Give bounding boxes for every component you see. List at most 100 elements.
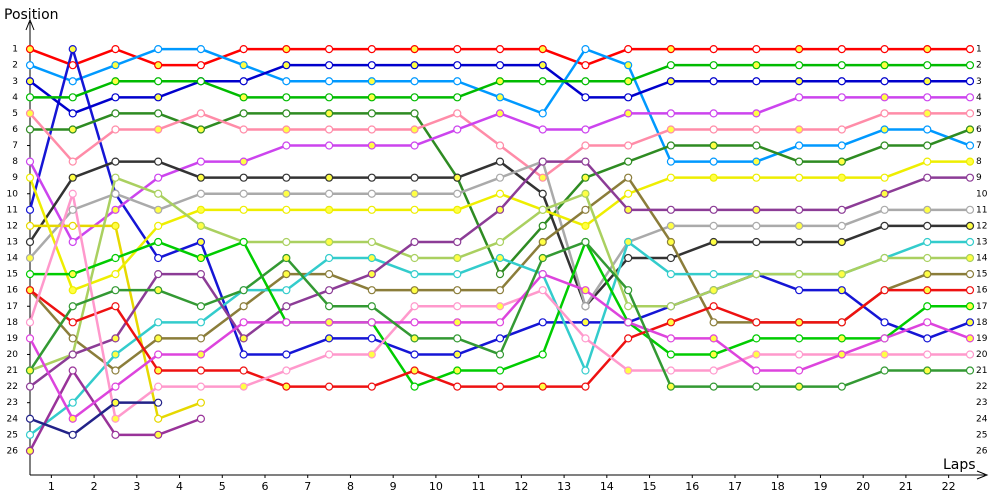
- point: [367, 141, 376, 150]
- point: [923, 270, 932, 279]
- y-tick-label: 17: [7, 302, 18, 312]
- x-arrow: [976, 470, 989, 480]
- point: [965, 109, 975, 118]
- point: [25, 157, 35, 166]
- point: [239, 302, 248, 311]
- point: [154, 77, 163, 86]
- y-tick-label-right: 25: [976, 430, 987, 440]
- point: [624, 45, 633, 54]
- point: [324, 350, 334, 359]
- point: [239, 125, 248, 134]
- point: [709, 205, 718, 214]
- point: [495, 205, 505, 214]
- y-tick-label-right: 4: [976, 93, 982, 103]
- point: [495, 382, 505, 391]
- point: [453, 109, 462, 118]
- point: [666, 237, 676, 247]
- point: [752, 125, 761, 134]
- point: [923, 109, 932, 118]
- point: [196, 125, 206, 134]
- point: [367, 93, 376, 102]
- point: [154, 45, 163, 54]
- point: [196, 45, 206, 54]
- series-line: [30, 240, 970, 388]
- point: [581, 45, 590, 54]
- point: [282, 270, 291, 279]
- x-tick-label: 6: [262, 480, 269, 493]
- point: [965, 221, 975, 230]
- point: [923, 141, 932, 150]
- point: [25, 270, 35, 279]
- point: [25, 366, 35, 375]
- point: [25, 93, 35, 102]
- series-line: [28, 240, 970, 388]
- point: [453, 270, 462, 279]
- point: [965, 125, 975, 134]
- point: [965, 93, 975, 102]
- point: [880, 61, 889, 70]
- point: [666, 302, 676, 311]
- point: [752, 221, 761, 230]
- point: [923, 173, 932, 182]
- y-tick-label-right: 9: [976, 173, 982, 183]
- point: [837, 350, 846, 359]
- y-tick-label: 25: [7, 430, 18, 440]
- x-tick-label: 9: [390, 480, 397, 493]
- y-tick-label-right: 21: [976, 366, 987, 376]
- point: [324, 286, 334, 295]
- point: [538, 221, 547, 230]
- point: [196, 61, 206, 70]
- point: [752, 382, 761, 391]
- x-tick-label: 1: [48, 480, 55, 493]
- point: [239, 286, 248, 295]
- point: [196, 253, 206, 263]
- point: [282, 109, 291, 118]
- point: [410, 45, 419, 54]
- point: [880, 125, 889, 134]
- point: [709, 334, 718, 343]
- point: [880, 189, 889, 198]
- point: [624, 237, 633, 247]
- point: [68, 125, 77, 134]
- point: [709, 221, 718, 230]
- point: [538, 205, 547, 214]
- point: [154, 93, 163, 102]
- point: [880, 173, 889, 182]
- point: [581, 205, 590, 214]
- point: [666, 125, 676, 134]
- point: [324, 77, 334, 86]
- point: [538, 45, 547, 54]
- x-tick-label: 12: [514, 480, 528, 493]
- x-tick-label: 10: [429, 480, 443, 493]
- x-tick-label: 13: [557, 480, 571, 493]
- point: [666, 205, 676, 214]
- point: [282, 189, 291, 198]
- point: [196, 334, 206, 343]
- y-tick-label: 26: [7, 446, 19, 456]
- x-tick-label: 11: [472, 480, 486, 493]
- y-tick-label-right: 15: [976, 270, 987, 280]
- point: [410, 173, 419, 182]
- point: [453, 382, 462, 391]
- point: [538, 109, 547, 118]
- y-arrow: [25, 18, 35, 31]
- point: [495, 366, 505, 375]
- point: [923, 61, 932, 70]
- point: [880, 350, 889, 359]
- point: [68, 334, 77, 343]
- point: [666, 382, 676, 391]
- y-tick-label-right: 2: [976, 61, 982, 71]
- point: [282, 286, 291, 295]
- point: [239, 334, 248, 343]
- point: [367, 109, 376, 118]
- y-tick-label-right: 22: [976, 382, 987, 392]
- x-tick-label: 20: [856, 480, 870, 493]
- point: [410, 141, 419, 150]
- point: [196, 398, 206, 407]
- point: [965, 286, 975, 295]
- x-tick-label: 14: [600, 480, 614, 493]
- point: [495, 157, 505, 166]
- point: [154, 382, 163, 391]
- point: [837, 382, 846, 391]
- point: [837, 270, 846, 279]
